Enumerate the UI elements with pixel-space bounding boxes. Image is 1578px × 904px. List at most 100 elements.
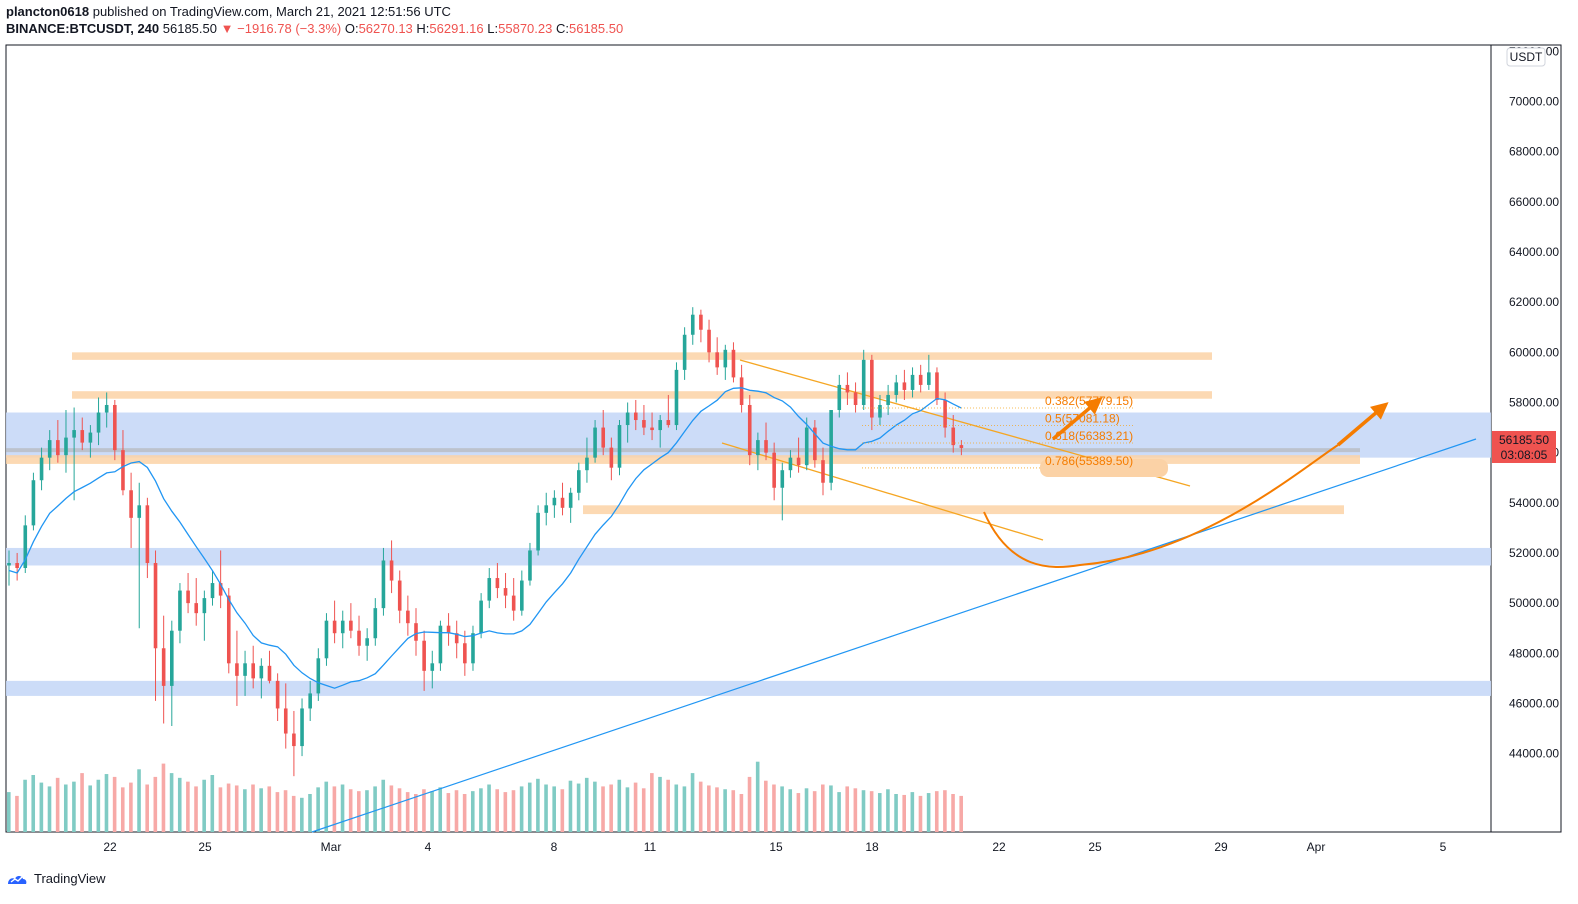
candle-body[interactable]	[31, 480, 36, 526]
candle-body[interactable]	[821, 460, 825, 483]
candle-body[interactable]	[560, 497, 565, 508]
candle-body[interactable]	[479, 600, 483, 634]
candle-body[interactable]	[389, 560, 394, 581]
candle-body[interactable]	[780, 470, 785, 488]
candle-body[interactable]	[72, 430, 76, 438]
candle-body[interactable]	[340, 620, 345, 634]
candle-body[interactable]	[796, 457, 801, 466]
candle-body[interactable]	[283, 708, 288, 734]
candle-body[interactable]	[495, 578, 500, 589]
candle-body[interactable]	[878, 404, 882, 418]
footer-brand[interactable]: TradingView	[6, 871, 106, 886]
candle-body[interactable]	[747, 404, 752, 456]
candle-body[interactable]	[121, 450, 125, 491]
candle-body[interactable]	[650, 427, 654, 431]
candle-body[interactable]	[617, 425, 622, 468]
candle-body[interactable]	[910, 374, 915, 390]
candle-body[interactable]	[406, 610, 410, 624]
candle-body[interactable]	[235, 663, 239, 676]
candle-body[interactable]	[715, 352, 719, 368]
candle-body[interactable]	[861, 359, 866, 405]
candle-body[interactable]	[381, 560, 386, 609]
candle-body[interactable]	[935, 372, 939, 400]
candle-body[interactable]	[373, 608, 378, 639]
candle-body[interactable]	[642, 420, 646, 428]
candle-body[interactable]	[349, 620, 353, 631]
candle-body[interactable]	[633, 412, 638, 421]
candle-body[interactable]	[951, 427, 956, 446]
candle-body[interactable]	[601, 427, 606, 448]
candle-body[interactable]	[129, 490, 133, 518]
candle-body[interactable]	[316, 658, 321, 694]
resistance-zone-orange[interactable]	[72, 391, 1212, 399]
candle-body[interactable]	[690, 314, 695, 335]
candle-body[interactable]	[422, 640, 426, 671]
candle-body[interactable]	[113, 404, 117, 451]
candle-body[interactable]	[414, 623, 418, 641]
candle-body[interactable]	[446, 625, 451, 634]
candle-body[interactable]	[658, 420, 662, 431]
candle-body[interactable]	[430, 663, 435, 671]
candle-body[interactable]	[959, 445, 964, 448]
candle-body[interactable]	[438, 625, 443, 664]
candle-body[interactable]	[218, 583, 223, 596]
candle-body[interactable]	[528, 550, 532, 581]
candle-body[interactable]	[577, 470, 581, 493]
candle-body[interactable]	[804, 427, 809, 466]
candle-body[interactable]	[837, 384, 842, 411]
candle-body[interactable]	[267, 665, 272, 681]
candle-body[interactable]	[886, 394, 890, 405]
candle-body[interactable]	[137, 505, 142, 518]
candle-body[interactable]	[487, 578, 492, 601]
candle-body[interactable]	[80, 430, 85, 443]
support-zone-blue[interactable]	[6, 680, 1491, 696]
candle-body[interactable]	[544, 505, 549, 513]
candle-body[interactable]	[552, 497, 557, 506]
candle-body[interactable]	[853, 392, 858, 405]
candle-body[interactable]	[96, 412, 101, 433]
candle-body[interactable]	[894, 382, 899, 395]
candle-body[interactable]	[756, 440, 760, 456]
candle-body[interactable]	[210, 583, 215, 599]
candle-body[interactable]	[699, 314, 703, 330]
candle-body[interactable]	[7, 562, 11, 566]
candle-body[interactable]	[813, 427, 817, 461]
resistance-zone-orange[interactable]	[6, 455, 1360, 464]
candle-body[interactable]	[243, 663, 247, 676]
candle-body[interactable]	[104, 404, 109, 413]
candle-body[interactable]	[943, 399, 947, 428]
author-name[interactable]: plancton0618	[6, 4, 90, 19]
candle-body[interactable]	[275, 680, 280, 709]
candle-body[interactable]	[292, 733, 296, 747]
candle-body[interactable]	[153, 562, 158, 649]
candle-body[interactable]	[918, 374, 923, 385]
candle-body[interactable]	[454, 633, 459, 644]
candle-body[interactable]	[739, 377, 744, 405]
ascending-trendline[interactable]	[311, 438, 1477, 833]
resistance-zone-orange[interactable]	[583, 505, 1344, 515]
candle-body[interactable]	[357, 630, 361, 646]
candle-body[interactable]	[902, 382, 907, 390]
candle-body[interactable]	[568, 492, 573, 508]
candle-body[interactable]	[365, 638, 369, 646]
candle-body[interactable]	[324, 620, 329, 659]
candle-body[interactable]	[503, 588, 508, 596]
candle-body[interactable]	[666, 420, 671, 426]
candle-body[interactable]	[788, 457, 793, 471]
candle-body[interactable]	[674, 369, 679, 426]
candle-body[interactable]	[226, 595, 231, 664]
candle-body[interactable]	[145, 505, 150, 563]
candle-body[interactable]	[186, 590, 190, 604]
candle-body[interactable]	[870, 359, 874, 418]
candle-body[interactable]	[308, 693, 312, 709]
candle-body[interactable]	[707, 329, 711, 353]
candle-body[interactable]	[170, 630, 174, 686]
candle-body[interactable]	[251, 663, 255, 679]
candle-body[interactable]	[300, 708, 304, 747]
resistance-zone-orange[interactable]	[72, 352, 1212, 360]
candle-body[interactable]	[397, 580, 402, 611]
candle-body[interactable]	[15, 562, 19, 569]
candle-body[interactable]	[520, 580, 524, 611]
candle-body[interactable]	[39, 457, 44, 481]
candle-body[interactable]	[194, 603, 199, 614]
